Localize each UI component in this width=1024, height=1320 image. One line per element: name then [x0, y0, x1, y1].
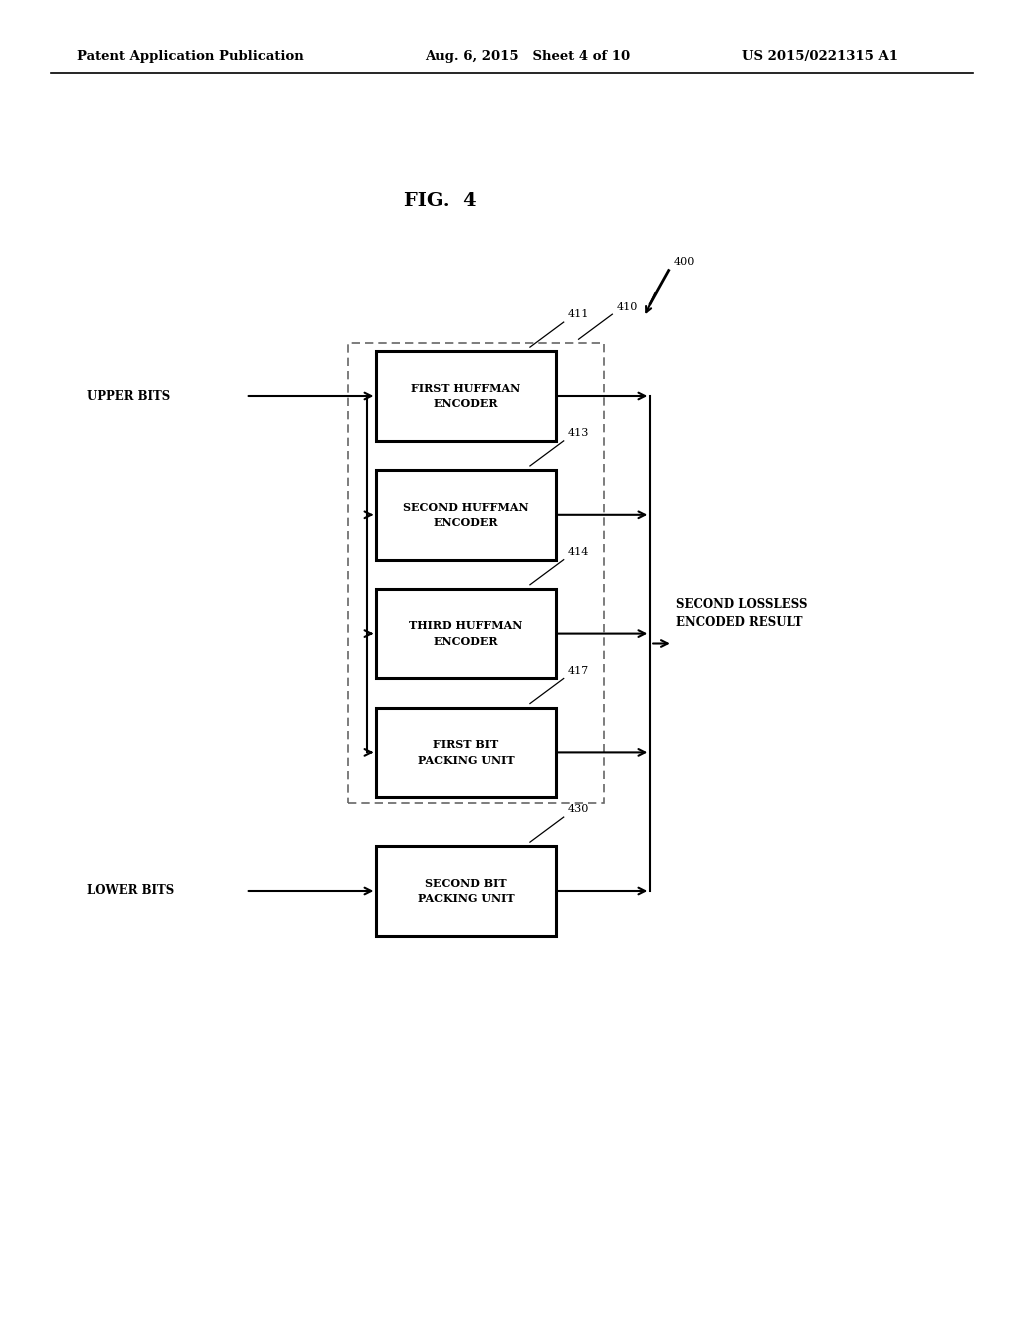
- Text: 413: 413: [567, 428, 589, 438]
- Text: US 2015/0221315 A1: US 2015/0221315 A1: [742, 50, 898, 63]
- Text: LOWER BITS: LOWER BITS: [87, 884, 174, 898]
- Text: FIRST BIT
PACKING UNIT: FIRST BIT PACKING UNIT: [418, 739, 514, 766]
- Text: SECOND LOSSLESS
ENCODED RESULT: SECOND LOSSLESS ENCODED RESULT: [676, 598, 807, 630]
- Text: 410: 410: [616, 301, 638, 312]
- Text: 400: 400: [674, 256, 695, 267]
- Text: UPPER BITS: UPPER BITS: [87, 389, 170, 403]
- Text: 430: 430: [567, 804, 589, 814]
- Bar: [377, 589, 555, 678]
- Bar: [377, 708, 555, 797]
- Text: Aug. 6, 2015   Sheet 4 of 10: Aug. 6, 2015 Sheet 4 of 10: [425, 50, 630, 63]
- Bar: [348, 343, 604, 803]
- Bar: [377, 846, 555, 936]
- Text: SECOND BIT
PACKING UNIT: SECOND BIT PACKING UNIT: [418, 878, 514, 904]
- Text: FIG.  4: FIG. 4: [404, 191, 476, 210]
- Bar: [377, 470, 555, 560]
- Text: THIRD HUFFMAN
ENCODER: THIRD HUFFMAN ENCODER: [410, 620, 522, 647]
- Text: 411: 411: [567, 309, 589, 319]
- Text: Patent Application Publication: Patent Application Publication: [77, 50, 303, 63]
- Bar: [377, 351, 555, 441]
- Text: SECOND HUFFMAN
ENCODER: SECOND HUFFMAN ENCODER: [403, 502, 528, 528]
- Text: 417: 417: [567, 665, 589, 676]
- Text: FIRST HUFFMAN
ENCODER: FIRST HUFFMAN ENCODER: [412, 383, 520, 409]
- Text: 414: 414: [567, 546, 589, 557]
